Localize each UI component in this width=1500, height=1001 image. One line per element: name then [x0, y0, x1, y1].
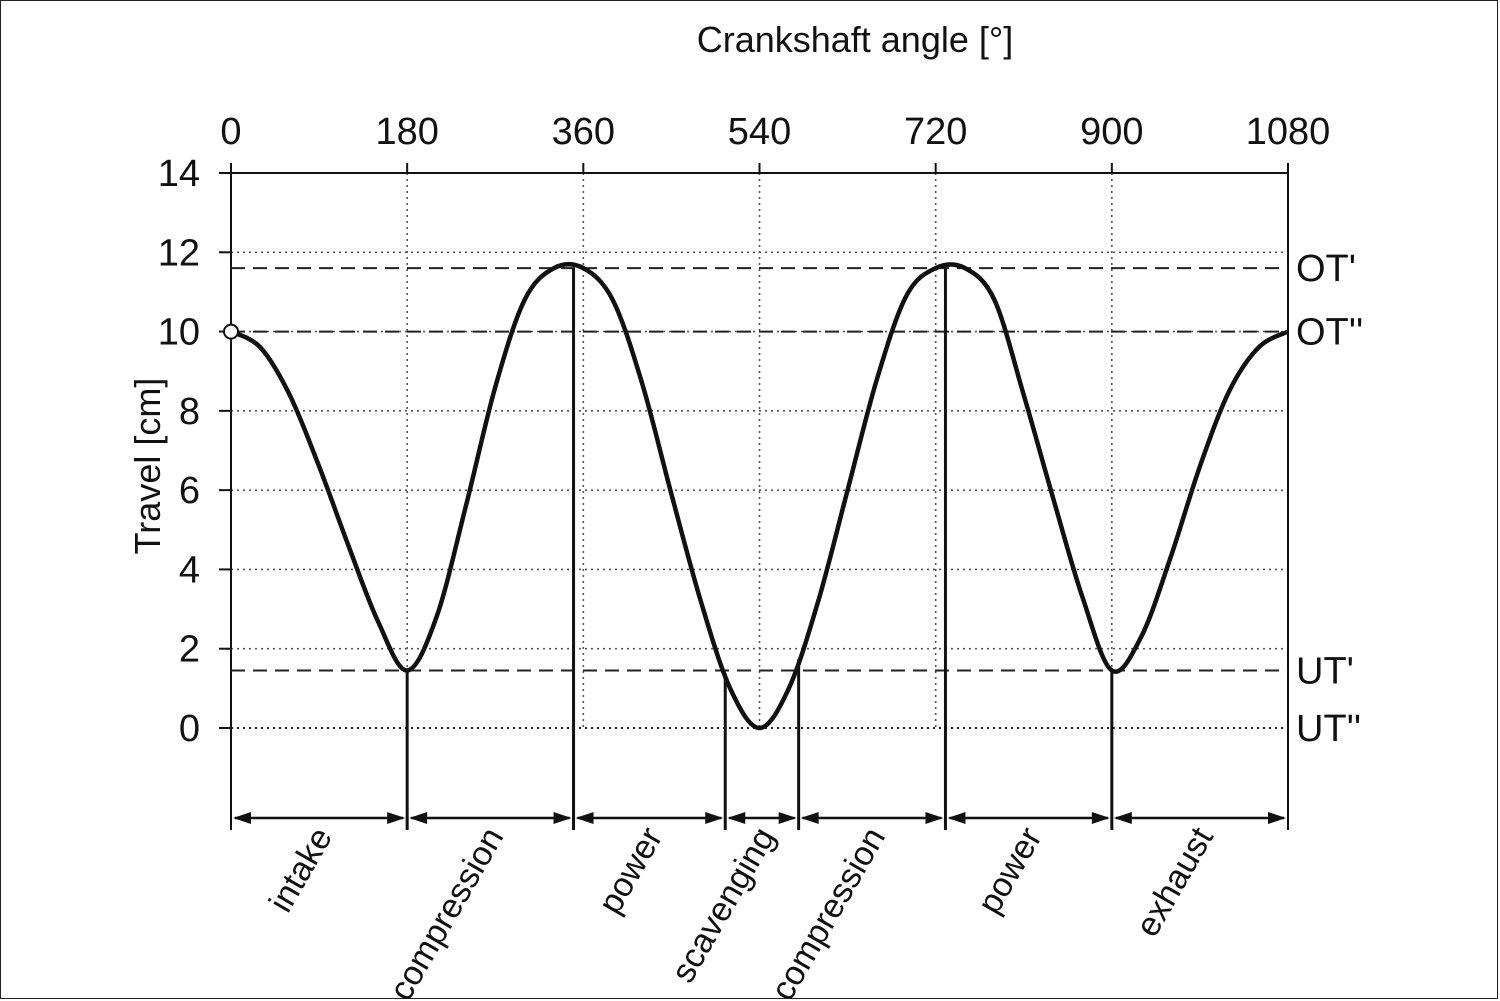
- x-tick-label: 900: [1080, 111, 1143, 153]
- x-tick-label: 0: [220, 111, 241, 153]
- y-tick-label: 10: [158, 312, 200, 354]
- phase-arrow-head-left: [1113, 812, 1132, 824]
- x-axis-title: Crankshaft angle [°]: [697, 19, 1014, 60]
- x-tick-label: 540: [728, 111, 791, 153]
- phase-arrow-head-right: [925, 812, 944, 824]
- phase-arrow-head-right: [1091, 812, 1110, 824]
- x-tick-label: 180: [375, 111, 438, 153]
- x-tick-label: 720: [904, 111, 967, 153]
- y-tick-label: 8: [179, 391, 200, 433]
- phase-arrow-head-left: [575, 812, 594, 824]
- y-tick-label: 12: [158, 232, 200, 274]
- phase-arrow-head-right: [705, 812, 724, 824]
- phase-arrow-head-left: [409, 812, 428, 824]
- reference-label: UT': [1296, 651, 1354, 693]
- phase-label: scavenging: [664, 821, 783, 989]
- y-tick-label: 6: [179, 470, 200, 512]
- phase-arrow-head-right: [778, 812, 797, 824]
- phase-arrow-head-left: [233, 812, 251, 824]
- phase-arrow-head-right: [1268, 812, 1286, 824]
- grid: [219, 163, 1289, 830]
- phase-arrow-head-right: [387, 812, 406, 824]
- reference-label: UT'': [1296, 708, 1361, 750]
- phase-label: power: [591, 821, 670, 920]
- travel-series-line: [229, 261, 1290, 731]
- phase-label: power: [970, 821, 1049, 920]
- phase-label: compression: [382, 821, 511, 1001]
- phase-label: intake: [262, 821, 340, 919]
- y-tick-label: 14: [158, 153, 200, 195]
- travel-curve: [223, 261, 1290, 731]
- phase-arrow-head-right: [553, 812, 572, 824]
- phase-label: exhaust: [1128, 821, 1221, 944]
- phase-arrow-head-left: [800, 812, 819, 824]
- y-tick-label: 2: [179, 629, 200, 671]
- reference-label: OT': [1296, 248, 1356, 290]
- x-tick-label: 1080: [1246, 111, 1331, 153]
- start-point-marker: [223, 323, 239, 340]
- reference-lines: OT' OT'' UT' UT'': [231, 248, 1363, 750]
- phase-label: compression: [764, 821, 893, 1001]
- phase-arrow-head-left: [947, 812, 966, 824]
- axis-ticks: 14 12 10 8 6 4 2 0 0 180 360 540 720 900 1080: [158, 111, 1331, 750]
- x-tick-label: 360: [552, 111, 615, 153]
- reference-label: OT'': [1296, 312, 1363, 354]
- y-tick-label: 4: [179, 549, 200, 591]
- phase-arrow-head-left: [727, 812, 746, 824]
- y-axis-title: Travel [cm]: [127, 378, 168, 555]
- y-tick-label: 0: [179, 708, 200, 750]
